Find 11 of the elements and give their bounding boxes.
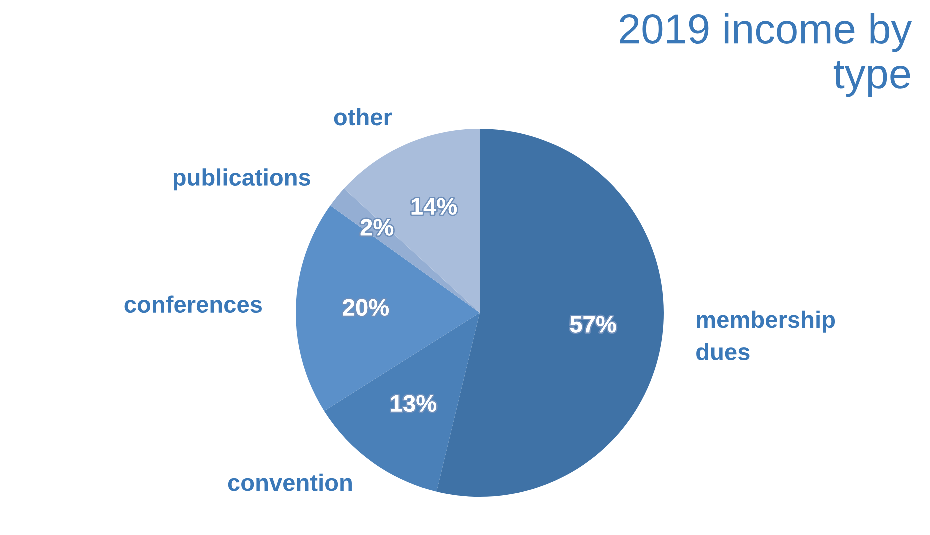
slice-label: publications <box>174 168 310 191</box>
slice-label: convention <box>228 474 352 492</box>
data-label: 57% <box>570 316 616 333</box>
slice-label: other <box>334 108 392 126</box>
data-label: 14% <box>412 198 458 215</box>
data-label: 2% <box>360 219 394 236</box>
slice-label: conferences <box>124 296 262 314</box>
chart-title: 2019 income by type <box>620 13 912 98</box>
data-label: 20% <box>343 299 389 316</box>
slice-label: membership dues <box>696 310 836 361</box>
data-label: 13% <box>391 395 436 412</box>
